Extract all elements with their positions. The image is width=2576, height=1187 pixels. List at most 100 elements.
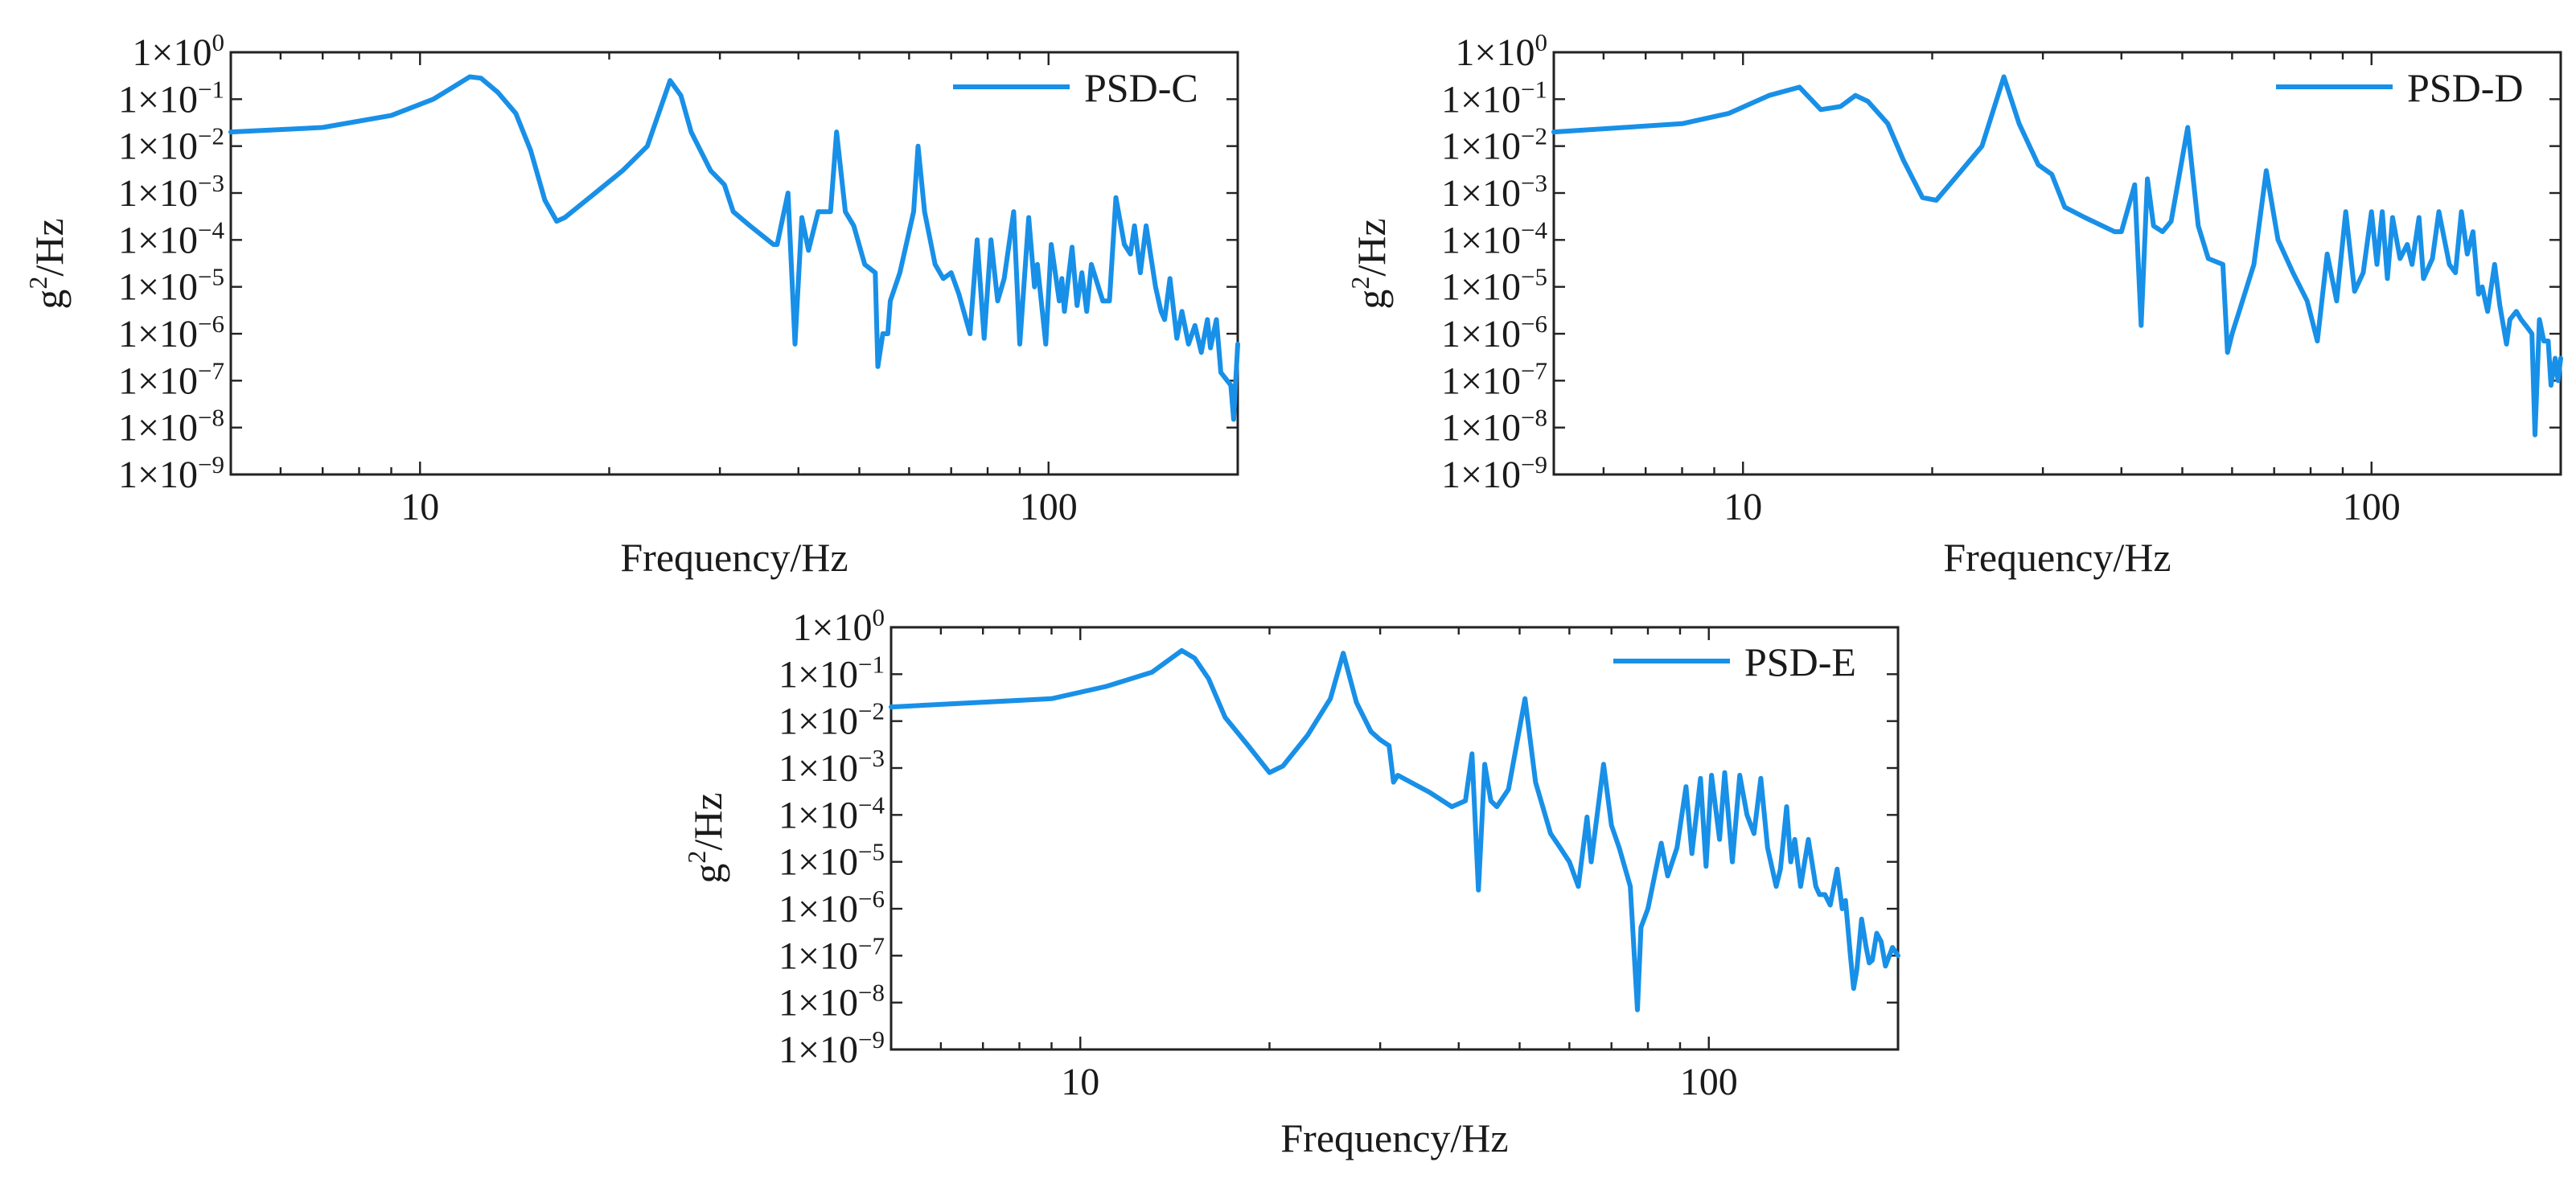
y-tick-label-1: 1×10−1 [118,75,224,121]
y-tick-label-base: 1×10 [1455,31,1535,74]
y-tick-label-base: 1×10 [118,78,198,121]
y-tick-label-base: 1×10 [1441,407,1521,450]
y-axis-title-base: g [1349,290,1394,310]
y-tick-label-exp: −6 [198,310,224,338]
y-tick-label-exp: −3 [858,744,885,772]
x-tick-label-1: 100 [1680,1061,1738,1103]
y-tick-label-exp: −1 [1521,75,1547,103]
y-tick-label-3: 1×10−3 [118,169,224,215]
y-axis-title-base: g [27,290,72,310]
y-tick-label-6: 1×10−6 [118,310,224,355]
y-tick-label-6: 1×10−6 [779,885,885,930]
y-tick-label-8: 1×10−8 [118,404,224,450]
y-tick-label-0: 1×100 [132,28,224,74]
y-tick-label-exp: −4 [198,216,224,244]
x-tick-label-1: 100 [2343,486,2401,528]
y-tick-label-2: 1×10−2 [1441,122,1547,168]
x-tick-labels: 10 100 [1723,486,2400,528]
legend-label-psd-e: PSD-E [1744,639,1856,684]
plot-frame [1552,51,2562,476]
y-tick-label-exp: −5 [858,838,885,866]
series-line-psd-e [889,647,1900,1012]
y-tick-label-exp: −7 [1521,356,1547,384]
legend: PSD-C [953,65,1198,110]
y-tick-label-exp: −7 [198,356,224,384]
y-tick-label-3: 1×10−3 [1441,169,1547,215]
y-tick-label-exp: 0 [1535,28,1548,56]
y-tick-label-3: 1×10−3 [779,744,885,790]
y-tick-label-base: 1×10 [118,219,198,261]
x-axis-title: Frequency/Hz [1280,1115,1508,1160]
x-axis-title: Frequency/Hz [620,535,848,580]
y-tick-label-exp: −1 [858,650,885,678]
y-axis-title-base: g [685,864,730,884]
x-axis-ticks [279,52,1050,474]
y-tick-label-9: 1×10−9 [779,1025,885,1071]
y-tick-label-7: 1×10−7 [1441,356,1547,402]
y-axis-title-rest: /Hz [27,218,72,276]
x-axis-ticks [939,627,1710,1049]
y-tick-label-exp: −8 [198,404,224,432]
y-tick-label-base: 1×10 [118,407,198,450]
y-tick-label-base: 1×10 [779,747,858,790]
y-tick-label-base: 1×10 [779,888,858,930]
y-tick-label-base: 1×10 [1441,266,1521,309]
series-group [1551,74,2563,437]
y-tick-label-exp: −9 [1521,450,1547,478]
legend: PSD-E [1613,639,1856,684]
y-tick-label-4: 1×10−4 [118,216,225,261]
y-tick-label-5: 1×10−5 [1441,263,1547,309]
y-tick-label-base: 1×10 [792,606,872,649]
y-tick-label-exp: −2 [1521,122,1547,150]
y-tick-label-exp: −9 [858,1025,885,1054]
y-axis-title: g2/Hz [682,792,730,883]
y-tick-label-exp: 0 [873,603,885,631]
y-tick-label-base: 1×10 [1441,125,1521,168]
y-tick-label-7: 1×10−7 [118,356,224,402]
y-tick-label-8: 1×10−8 [1441,404,1547,450]
y-tick-label-base: 1×10 [779,794,858,836]
y-tick-labels: 1×1001×10−11×10−21×10−31×10−41×10−51×10−… [1441,28,1548,496]
y-tick-label-base: 1×10 [118,125,198,168]
x-tick-label-0: 10 [1061,1061,1099,1103]
x-tick-label-0: 10 [1723,486,1762,528]
y-axis-title-rest: /Hz [1349,218,1394,276]
y-tick-label-base: 1×10 [779,934,858,977]
y-tick-label-exp: 0 [212,28,225,56]
y-axis-title: g2/Hz [1346,218,1394,309]
plot-frame [229,51,1239,476]
y-tick-label-base: 1×10 [118,172,198,215]
x-tick-labels: 10 100 [1061,1061,1737,1103]
y-tick-label-4: 1×10−4 [779,791,885,836]
x-tick-labels: 10 100 [401,486,1077,528]
y-tick-label-exp: −6 [858,885,885,913]
y-tick-label-base: 1×10 [1441,454,1521,496]
y-tick-label-base: 1×10 [779,841,858,884]
y-tick-label-base: 1×10 [118,454,198,496]
y-axis-title-rest: /Hz [685,792,730,850]
y-tick-label-exp: −3 [198,169,224,197]
y-tick-label-9: 1×10−9 [118,450,224,496]
y-tick-label-1: 1×10−1 [1441,75,1547,121]
y-tick-label-7: 1×10−7 [779,931,885,977]
y-tick-label-exp: −9 [198,450,224,478]
y-tick-label-8: 1×10−8 [779,979,885,1025]
y-tick-label-exp: −2 [858,697,885,725]
y-tick-label-5: 1×10−5 [118,263,224,309]
series-group [889,647,1900,1012]
y-tick-label-exp: −8 [1521,404,1547,432]
y-tick-label-base: 1×10 [118,359,198,402]
y-tick-label-base: 1×10 [779,653,858,696]
y-tick-label-exp: −8 [858,979,885,1007]
y-tick-label-base: 1×10 [1441,78,1521,121]
y-tick-label-exp: −7 [858,931,885,959]
y-tick-label-exp: −3 [1521,169,1547,197]
series-line-psd-c [228,74,1240,422]
y-tick-label-base: 1×10 [1441,172,1521,215]
y-tick-label-exp: −5 [1521,263,1547,291]
y-tick-label-exp: −4 [858,791,885,819]
y-tick-label-base: 1×10 [779,1029,858,1071]
y-tick-label-base: 1×10 [779,982,858,1025]
y-tick-label-base: 1×10 [118,313,198,355]
